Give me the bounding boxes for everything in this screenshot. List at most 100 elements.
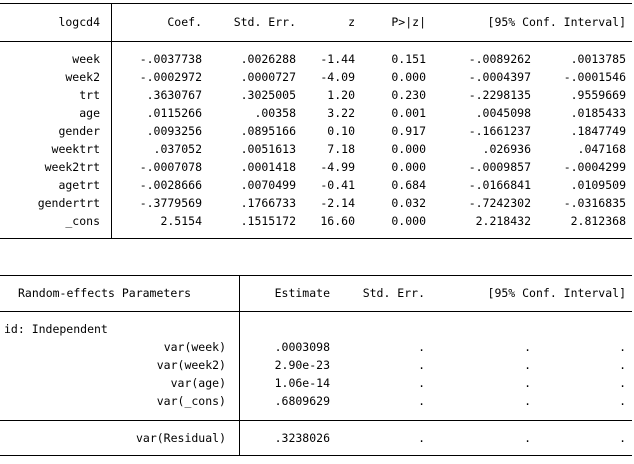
stderr-value: .0000727 xyxy=(240,70,296,84)
z-value: 1.20 xyxy=(327,88,355,102)
coef-value: -.0007078 xyxy=(139,160,202,174)
stderr-value: .0026288 xyxy=(240,52,296,66)
stderr-value: .00358 xyxy=(254,106,296,120)
coef-value: .0093256 xyxy=(146,124,202,138)
variance-label: var(week) xyxy=(163,340,226,354)
ci-lower-value: . xyxy=(524,394,531,408)
row-label: trt xyxy=(79,88,100,102)
re-top-rule xyxy=(0,275,632,276)
re-bottom-rule xyxy=(0,455,632,456)
row-label: _cons xyxy=(65,214,100,228)
row-label: age xyxy=(79,106,100,120)
z-value: -0.41 xyxy=(320,178,355,192)
stderr-value: . xyxy=(418,394,425,408)
ci-upper-value: .047168 xyxy=(577,142,626,156)
stderr-value: .0895166 xyxy=(240,124,296,138)
estimate-value: .0003098 xyxy=(274,340,330,354)
ci-lower-value: -.2298135 xyxy=(468,88,531,102)
ci-lower-value: -.0166841 xyxy=(468,178,531,192)
stderr-value: .1766733 xyxy=(240,196,296,210)
p-value: 0.000 xyxy=(391,214,426,228)
re-stderr-header: Std. Err. xyxy=(362,286,425,300)
ci-upper-value: . xyxy=(619,394,626,408)
coef-value: .3630767 xyxy=(146,88,202,102)
residual-estimate-value: .3238026 xyxy=(274,431,330,445)
ci-upper-value: -.0001546 xyxy=(563,70,626,84)
ci-lower-value: -.1661237 xyxy=(468,124,531,138)
row-label: gendertrt xyxy=(37,196,100,210)
row-label: week xyxy=(72,52,100,66)
re-ci-header: [95% Conf. Interval] xyxy=(487,286,626,300)
header-rule xyxy=(0,41,632,42)
ci-upper-value: . xyxy=(619,340,626,354)
stderr-value: .0051613 xyxy=(240,142,296,156)
ci-lower-value: -.0089262 xyxy=(468,52,531,66)
z-value: 0.10 xyxy=(327,124,355,138)
re-residual-rule xyxy=(0,420,632,421)
coef-value: .037052 xyxy=(153,142,202,156)
z-value: 7.18 xyxy=(327,142,355,156)
estimate-value: 2.90e-23 xyxy=(274,358,330,372)
ci-upper-value: .0013785 xyxy=(570,52,626,66)
column-separator xyxy=(111,3,112,238)
coef-value: -.0028666 xyxy=(139,178,202,192)
residual-ci-lower-value: . xyxy=(524,431,531,445)
ci-upper-value: -.0316835 xyxy=(563,196,626,210)
p-value: 0.000 xyxy=(391,160,426,174)
coef-value: -.3779569 xyxy=(139,196,202,210)
ci-lower-value: . xyxy=(524,376,531,390)
coef-value: -.0037738 xyxy=(139,52,202,66)
p-value: 0.917 xyxy=(391,124,426,138)
depvar-header: logcd4 xyxy=(58,15,100,29)
stderr-value: .0001418 xyxy=(240,160,296,174)
z-header: z xyxy=(348,15,355,29)
p-value: 0.000 xyxy=(391,142,426,156)
re-estimate-header: Estimate xyxy=(274,286,330,300)
stderr-value: .3025005 xyxy=(240,88,296,102)
p-header: P>|z| xyxy=(391,15,426,29)
stderr-header: Std. Err. xyxy=(233,15,296,29)
p-value: 0.001 xyxy=(391,106,426,120)
ci-upper-value: . xyxy=(619,376,626,390)
ci-lower-value: -.0004397 xyxy=(468,70,531,84)
variance-label: var(age) xyxy=(170,376,226,390)
row-label: week2 xyxy=(65,70,100,84)
ci-lower-value: .026936 xyxy=(482,142,531,156)
stderr-value: .0070499 xyxy=(240,178,296,192)
p-value: 0.230 xyxy=(391,88,426,102)
estimate-value: .6809629 xyxy=(274,394,330,408)
z-value: -1.44 xyxy=(320,52,355,66)
stderr-value: .1515172 xyxy=(240,214,296,228)
z-value: -4.99 xyxy=(320,160,355,174)
residual-label: var(Residual) xyxy=(135,431,226,445)
ci-lower-value: -.0009857 xyxy=(468,160,531,174)
p-value: 0.032 xyxy=(391,196,426,210)
ci-lower-value: 2.218432 xyxy=(475,214,531,228)
ci-upper-value: -.0004299 xyxy=(563,160,626,174)
ci-lower-value: . xyxy=(524,358,531,372)
stderr-value: . xyxy=(418,340,425,354)
coef-value: -.0002972 xyxy=(139,70,202,84)
variance-label: var(_cons) xyxy=(156,394,226,408)
ci-upper-value: .1847749 xyxy=(570,124,626,138)
residual-ci-upper-value: . xyxy=(619,431,626,445)
re-header-rule xyxy=(0,311,632,312)
row-label: week2trt xyxy=(44,160,100,174)
coef-value: 2.5154 xyxy=(160,214,202,228)
estimate-value: 1.06e-14 xyxy=(274,376,330,390)
ci-header: [95% Conf. Interval] xyxy=(487,15,626,29)
z-value: -4.09 xyxy=(320,70,355,84)
row-label: gender xyxy=(58,124,100,138)
z-value: 16.60 xyxy=(320,214,355,228)
ci-upper-value: .0109509 xyxy=(570,178,626,192)
re-label-header: Random-effects Parameters xyxy=(18,286,192,300)
ci-lower-value: . xyxy=(524,340,531,354)
p-value: 0.000 xyxy=(391,70,426,84)
z-value: 3.22 xyxy=(327,106,355,120)
table-bottom-rule xyxy=(0,238,632,239)
table-top-rule xyxy=(0,3,632,4)
stderr-value: . xyxy=(418,376,425,390)
ci-upper-value: 2.812368 xyxy=(570,214,626,228)
ci-upper-value: . xyxy=(619,358,626,372)
p-value: 0.684 xyxy=(391,178,426,192)
